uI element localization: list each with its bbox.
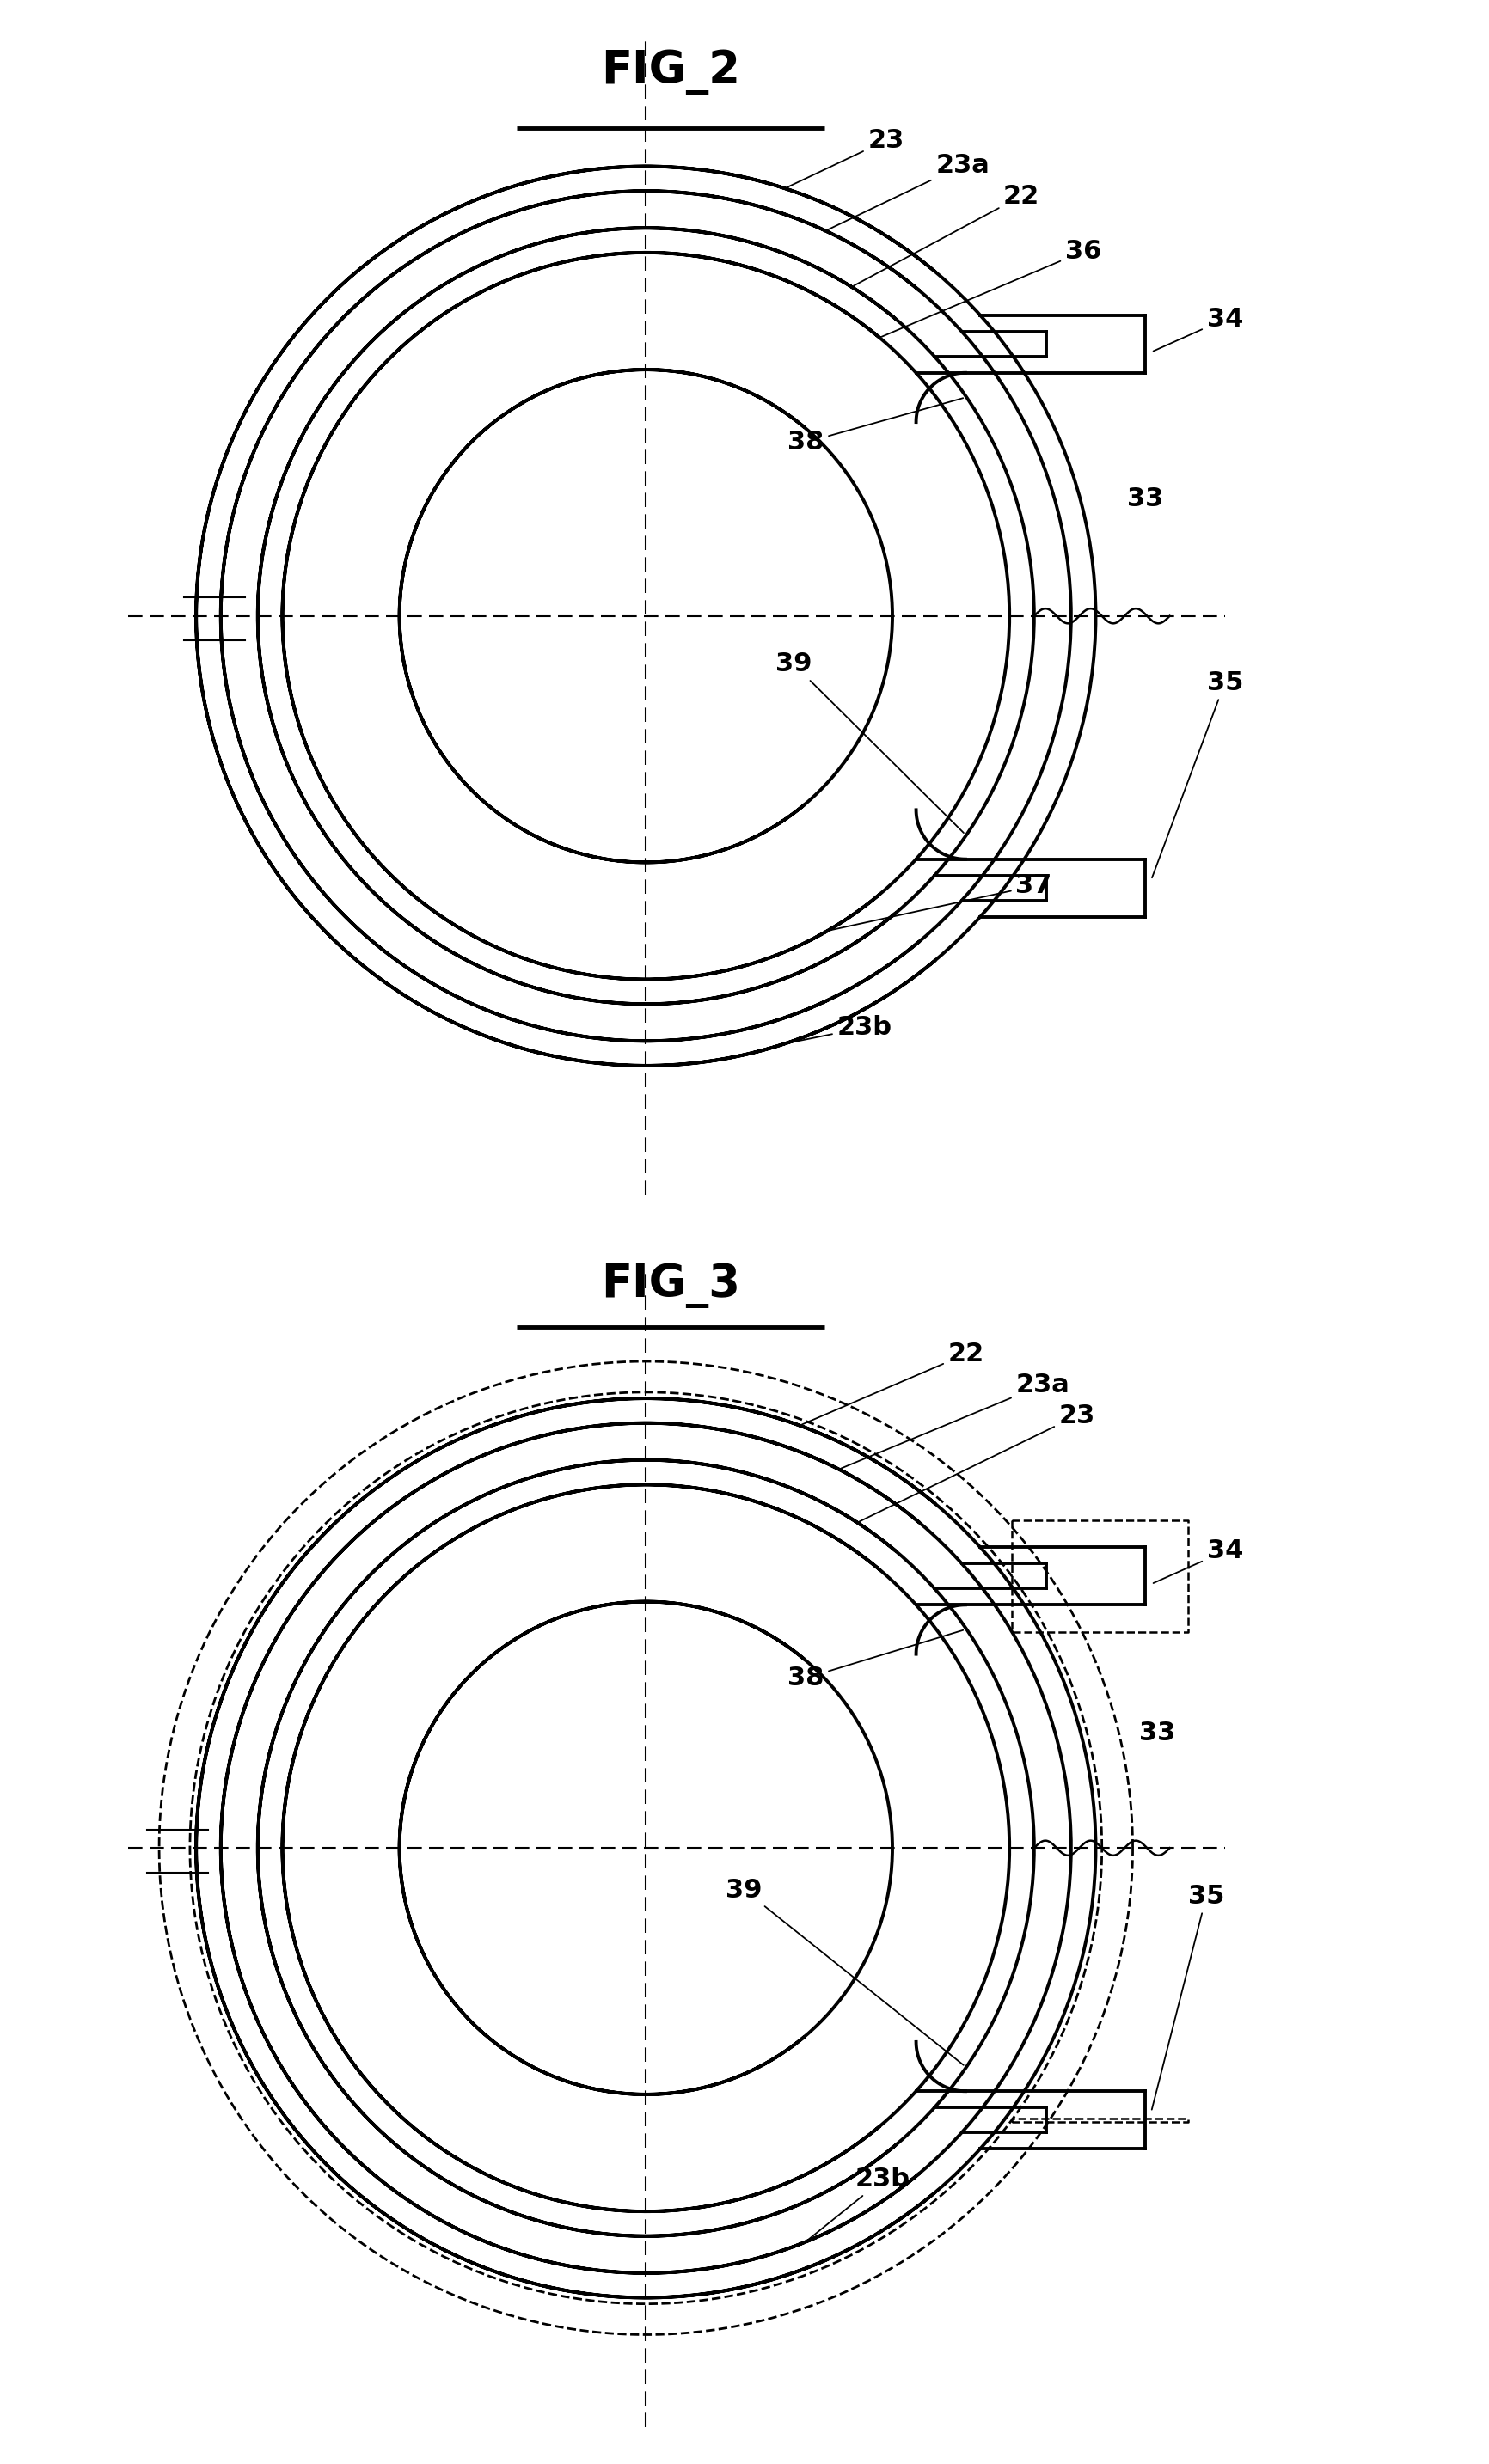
Text: 23: 23 [859,1402,1094,1520]
Text: 35: 35 [1152,1882,1224,2109]
Text: 33: 33 [1139,1720,1175,1747]
Text: 35: 35 [1152,670,1243,877]
Text: 36: 36 [881,239,1102,338]
Text: 23b: 23b [788,1015,892,1042]
Text: 34: 34 [1154,1538,1243,1582]
Text: 38: 38 [788,1631,963,1690]
Text: 23b: 23b [807,2166,910,2240]
Text: 23a: 23a [841,1372,1069,1469]
Text: 22: 22 [853,182,1039,286]
Text: 22: 22 [803,1340,984,1424]
Text: 34: 34 [1154,306,1243,350]
Text: 37: 37 [829,872,1051,931]
Text: 39: 39 [776,650,963,833]
Text: FIG_3: FIG_3 [602,1262,740,1308]
Text: 39: 39 [727,1878,963,2065]
Text: 38: 38 [788,399,963,456]
Text: 23a: 23a [828,153,990,229]
Text: 23: 23 [788,128,904,187]
Text: FIG_2: FIG_2 [602,49,740,94]
Text: 33: 33 [1127,485,1163,513]
